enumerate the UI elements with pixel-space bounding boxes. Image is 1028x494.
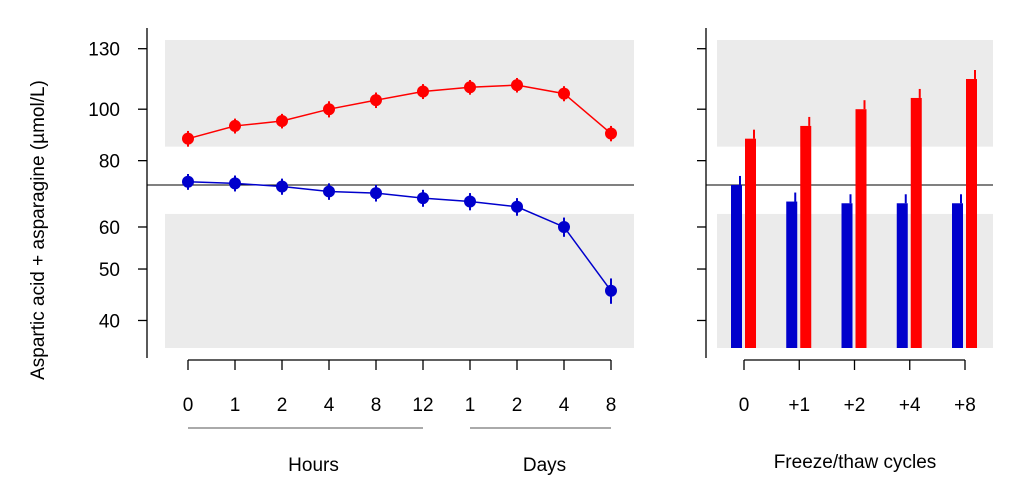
left-xtick-label-5: 12 bbox=[412, 395, 433, 416]
right-band-1 bbox=[717, 40, 993, 147]
bar-0-3 bbox=[896, 203, 908, 348]
series-0-point-2 bbox=[276, 115, 288, 128]
series-1-point-1 bbox=[229, 177, 241, 190]
right-xtick-label-3: +4 bbox=[899, 395, 921, 416]
left-xtick-label-4: 8 bbox=[371, 395, 382, 416]
left-ytick-label-2: 60 bbox=[99, 218, 120, 239]
right-xtick-label-0: 0 bbox=[739, 395, 750, 416]
right-panel: 0 +1 +2 +4 +8 Freeze/thaw cycles bbox=[697, 28, 993, 473]
series-0-point-3 bbox=[323, 103, 335, 116]
series-0 bbox=[182, 77, 617, 147]
left-xtick-label-0: 0 bbox=[183, 395, 194, 416]
series-1-point-0 bbox=[182, 175, 194, 188]
left-xtick-label-3: 4 bbox=[324, 395, 335, 416]
series-1-point-5 bbox=[417, 192, 429, 205]
bar-1-1 bbox=[800, 125, 812, 349]
bar-1-2 bbox=[855, 109, 867, 348]
left-xtick-label-7: 2 bbox=[512, 395, 523, 416]
left-xtick-label-1: 1 bbox=[230, 395, 241, 416]
left-xtick-label-6: 1 bbox=[465, 395, 476, 416]
series-1 bbox=[182, 174, 617, 304]
bar-1-4 bbox=[966, 78, 977, 348]
left-ytick-label-1: 50 bbox=[99, 260, 120, 281]
bar-0-4 bbox=[952, 203, 963, 348]
series-0-line bbox=[187, 84, 612, 140]
series-0-point-1 bbox=[229, 119, 241, 132]
series-1-point-4 bbox=[370, 187, 382, 200]
right-xtick-label-1: +1 bbox=[788, 395, 810, 416]
left-ytick-label-5: 130 bbox=[88, 40, 120, 61]
series-1-point-2 bbox=[276, 180, 288, 193]
series-1-line bbox=[187, 181, 612, 292]
bar-0-1 bbox=[786, 201, 798, 348]
right-x-axis-label: Freeze/thaw cycles bbox=[774, 452, 937, 473]
left-xtick-label-9: 8 bbox=[606, 395, 617, 416]
bar-1-0 bbox=[745, 138, 756, 348]
series-0-point-7 bbox=[511, 79, 523, 92]
series-0-point-4 bbox=[370, 94, 382, 107]
series-1-point-7 bbox=[511, 200, 523, 213]
left-ytick-label-3: 80 bbox=[99, 152, 120, 173]
right-xtick-label-4: +8 bbox=[954, 395, 976, 416]
left-ytick-label-4: 100 bbox=[88, 100, 120, 121]
group-label-1: Days bbox=[523, 455, 566, 476]
series-1-point-3 bbox=[323, 185, 335, 198]
left-band-0 bbox=[165, 213, 634, 348]
bar-series-0 bbox=[731, 175, 963, 348]
series-0-point-8 bbox=[558, 87, 570, 100]
y-axis-label: Aspartic acid + asparagine (µmol/L) bbox=[28, 80, 49, 380]
series-1-point-6 bbox=[464, 195, 476, 208]
series-0-point-5 bbox=[417, 85, 429, 98]
left-xtick-label-8: 4 bbox=[559, 395, 570, 416]
series-1-point-8 bbox=[558, 220, 570, 233]
bar-0-2 bbox=[841, 203, 853, 348]
bar-series-1 bbox=[745, 69, 977, 349]
right-xtick-label-2: +2 bbox=[844, 395, 866, 416]
right-band-0 bbox=[717, 213, 993, 348]
group-label-0: Hours bbox=[288, 455, 339, 476]
series-0-point-0 bbox=[182, 132, 194, 145]
series-0-point-6 bbox=[464, 81, 476, 94]
left-band-1 bbox=[165, 40, 634, 147]
series-1-point-9 bbox=[605, 284, 617, 297]
bar-0-0 bbox=[731, 184, 742, 348]
bar-1-3 bbox=[910, 97, 922, 348]
left-ytick-label-0: 40 bbox=[99, 311, 120, 332]
left-xtick-label-2: 2 bbox=[277, 395, 288, 416]
series-0-point-9 bbox=[605, 127, 617, 140]
